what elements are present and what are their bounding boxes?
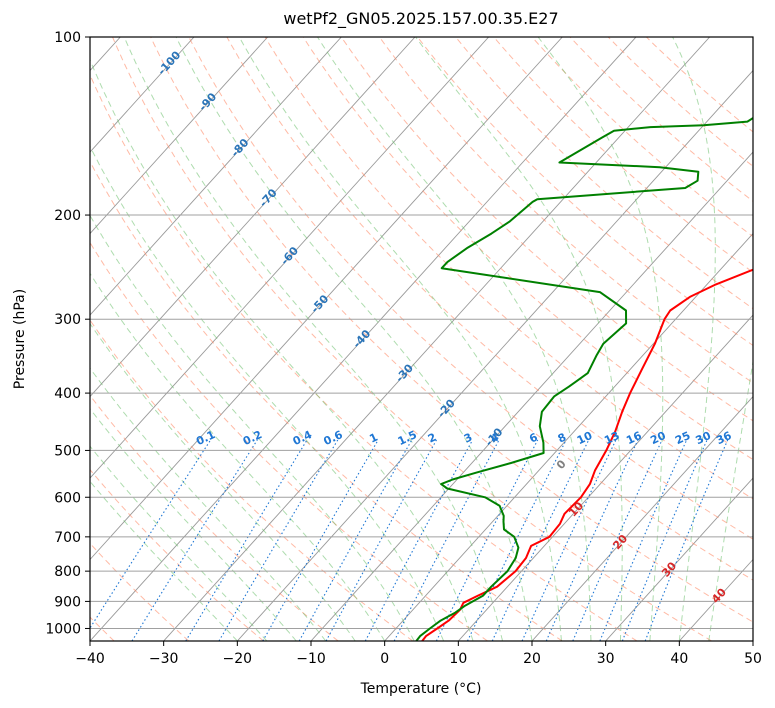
mixing-ratio-label: 36 — [714, 429, 734, 447]
x-tick-label: 40 — [670, 651, 688, 667]
moist-adiabat-line — [90, 445, 268, 641]
moist-adiabat-line — [90, 214, 415, 641]
y-tick-label: 100 — [54, 30, 81, 46]
y-tick-label: 500 — [54, 443, 81, 459]
moist-adiabat-line — [537, 37, 664, 641]
mixing-ratio-line — [298, 439, 413, 641]
moist-adiabat-line — [317, 37, 592, 641]
mixing-ratio-line — [325, 439, 437, 641]
mixing-ratio-label: 16 — [624, 429, 644, 447]
isotherm-line — [163, 37, 711, 641]
y-axis: 100 200 300 400 500 600 700 800 900 1000 — [45, 30, 90, 637]
y-axis-label: Pressure (hPa) — [12, 289, 28, 389]
dry-adiabat-line — [90, 319, 414, 641]
moist-adiabat-line — [175, 37, 533, 641]
dry-adiabat-line — [90, 160, 563, 641]
isotherm-line — [90, 37, 416, 398]
dry-adiabat-line — [264, 37, 753, 500]
moist-adiabat-line — [90, 367, 327, 641]
dry-adiabat-line — [531, 37, 753, 238]
dry-adiabat-line — [90, 394, 339, 641]
isotherm-line — [310, 151, 753, 641]
moist-adiabat-line — [672, 37, 716, 641]
y-tick-label: 200 — [54, 208, 81, 224]
mixing-ratio-line — [218, 439, 339, 641]
mixing-ratio-line — [90, 439, 212, 630]
moist-adiabat-line — [90, 145, 445, 641]
mixing-ratio-label: 10 — [575, 429, 595, 447]
mixing-ratio-line — [467, 439, 567, 641]
moist-adiabat-line — [708, 358, 753, 641]
dry-adiabat-line — [90, 241, 488, 641]
x-tick-label: 50 — [744, 651, 762, 667]
dry-adiabat-line — [493, 37, 753, 273]
x-axis: −40 −30 −20 −10 0 10 20 30 40 50 — [75, 641, 762, 667]
dry-adiabat-line — [379, 37, 753, 384]
mixing-ratio-line — [131, 439, 258, 641]
isotherm-line — [90, 37, 342, 316]
isotherm-line — [90, 37, 490, 479]
x-tick-label: −30 — [149, 651, 179, 667]
y-tick-label: 300 — [54, 312, 81, 328]
dry-adiabat-line — [90, 73, 638, 641]
y-tick-label: 1000 — [45, 621, 81, 637]
mixing-ratio-line — [599, 439, 688, 641]
moist-adiabat-line — [90, 407, 297, 641]
moist-adiabat-line — [90, 480, 238, 641]
isotherm-line — [236, 69, 753, 641]
x-tick-label: −40 — [75, 651, 105, 667]
dry-adiabat-line — [417, 37, 753, 347]
mixing-ratio-line — [545, 439, 639, 641]
dry-adiabat-line — [455, 37, 753, 310]
chart-title: wetPf2_GN05.2025.157.00.35.E27 — [283, 9, 558, 29]
isotherm-line — [90, 37, 269, 235]
moist-adiabat-line — [90, 322, 356, 641]
x-tick-label: 20 — [523, 651, 541, 667]
moist-adiabat-line — [415, 37, 623, 641]
background-lines — [90, 37, 753, 641]
mixing-ratio-line — [521, 439, 617, 641]
mixing-ratio-line — [572, 439, 663, 641]
y-tick-label: 700 — [54, 530, 81, 546]
mixing-ratio-label: 13 — [602, 429, 621, 447]
dry-adiabat-line — [226, 37, 753, 540]
x-tick-label: 10 — [449, 651, 467, 667]
y-tick-label: 800 — [54, 564, 81, 580]
dry-adiabat-line — [150, 37, 753, 623]
x-axis-label: Temperature (°C) — [360, 681, 482, 697]
mixing-ratio-label: 20 — [648, 429, 668, 447]
isotherm-line — [90, 37, 195, 153]
isotherm-line — [531, 395, 753, 641]
mixing-ratio-line — [185, 439, 308, 641]
dry-adiabat-line — [340, 37, 753, 422]
mixing-ratio-line — [262, 439, 379, 641]
isotherm-line — [90, 37, 563, 561]
temperature-profile-line — [421, 268, 753, 641]
moist-adiabat-line — [90, 272, 386, 641]
mixing-ratio-label: 25 — [673, 429, 692, 447]
isotherm-line — [605, 477, 753, 641]
isotherm-line — [90, 37, 637, 641]
mixing-ratio-line — [435, 439, 539, 641]
plot-frame — [89, 36, 754, 642]
profile-series — [415, 116, 753, 641]
dewpoint-profile-line — [415, 116, 753, 641]
x-tick-label: −10 — [296, 651, 326, 667]
x-tick-label: 0 — [380, 651, 389, 667]
dry-adiabat-line — [112, 37, 712, 641]
x-tick-label: −20 — [223, 651, 253, 667]
moist-adiabat-line — [123, 37, 503, 641]
x-tick-label: 30 — [597, 651, 615, 667]
moist-adiabat-line — [238, 37, 562, 641]
dry-adiabat-line — [188, 37, 753, 581]
y-tick-label: 400 — [54, 386, 81, 402]
y-tick-label: 900 — [54, 594, 81, 610]
pressure-gridlines — [90, 37, 753, 629]
moist-adiabat-line — [90, 58, 474, 641]
isotherm-line — [457, 314, 753, 641]
mixing-ratio-label: 30 — [694, 429, 714, 447]
y-tick-label: 600 — [54, 490, 81, 506]
